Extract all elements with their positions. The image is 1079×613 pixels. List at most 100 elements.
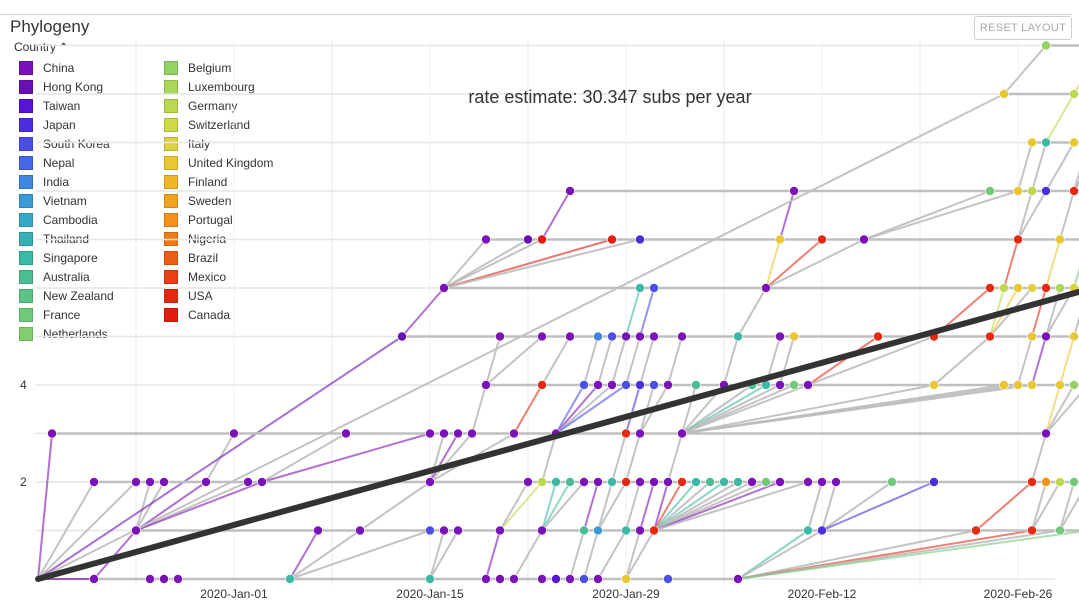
legend-toggle[interactable]: Country ⌃ (14, 40, 68, 54)
tip-point[interactable] (495, 574, 505, 584)
tip-point[interactable] (803, 380, 813, 390)
tip-point[interactable] (649, 477, 659, 487)
tip-point[interactable] (453, 525, 463, 536)
tip-point[interactable] (425, 428, 435, 439)
tip-point[interactable] (481, 380, 491, 390)
tip-point[interactable] (999, 283, 1009, 293)
tip-point[interactable] (1027, 137, 1037, 148)
tip-point[interactable] (145, 477, 155, 487)
tip-point[interactable] (663, 574, 673, 584)
tip-point[interactable] (439, 428, 449, 439)
tip-point[interactable] (733, 574, 743, 584)
tip-point[interactable] (495, 331, 505, 342)
tip-point[interactable] (691, 380, 701, 390)
tip-point[interactable] (1069, 380, 1079, 390)
tip-point[interactable] (635, 331, 645, 342)
tip-point[interactable] (775, 477, 785, 487)
tip-point[interactable] (971, 525, 981, 536)
tip-point[interactable] (621, 428, 631, 439)
tip-point[interactable] (635, 234, 645, 245)
tip-point[interactable] (1069, 331, 1079, 342)
tip-point[interactable] (593, 525, 603, 536)
tip-point[interactable] (859, 234, 869, 245)
tip-point[interactable] (1069, 186, 1079, 196)
tip-point[interactable] (775, 234, 785, 245)
tip-point[interactable] (257, 477, 267, 487)
tip-point[interactable] (159, 477, 169, 487)
tip-point[interactable] (47, 428, 57, 439)
tip-point[interactable] (537, 574, 547, 584)
tip-point[interactable] (579, 477, 589, 487)
tip-point[interactable] (1027, 477, 1037, 487)
tip-point[interactable] (635, 380, 645, 390)
tip-point[interactable] (89, 574, 99, 584)
tip-point[interactable] (131, 477, 141, 487)
tip-point[interactable] (803, 525, 813, 536)
tip-point[interactable] (243, 477, 253, 487)
tip-point[interactable] (817, 234, 827, 245)
tip-point[interactable] (593, 331, 603, 342)
tip-point[interactable] (1069, 137, 1079, 148)
tip-point[interactable] (229, 428, 239, 439)
tip-point[interactable] (817, 525, 827, 536)
tip-point[interactable] (621, 574, 631, 584)
tip-point[interactable] (789, 331, 799, 342)
tip-point[interactable] (1027, 525, 1037, 536)
tip-point[interactable] (621, 380, 631, 390)
tip-point[interactable] (999, 380, 1009, 390)
tip-point[interactable] (761, 477, 771, 487)
tip-point[interactable] (789, 186, 799, 196)
tip-point[interactable] (663, 477, 673, 487)
tip-point[interactable] (1041, 283, 1051, 293)
tip-point[interactable] (705, 477, 715, 487)
tip-point[interactable] (467, 428, 477, 439)
tip-point[interactable] (537, 234, 547, 245)
tip-point[interactable] (635, 428, 645, 439)
tip-point[interactable] (593, 477, 603, 487)
tip-point[interactable] (635, 283, 645, 293)
tip-point[interactable] (733, 477, 743, 487)
tip-point[interactable] (537, 525, 547, 536)
tip-point[interactable] (1041, 186, 1051, 196)
tip-point[interactable] (537, 477, 547, 487)
tip-point[interactable] (173, 574, 183, 584)
tip-point[interactable] (1055, 283, 1065, 293)
tip-point[interactable] (481, 234, 491, 245)
tip-point[interactable] (1013, 380, 1023, 390)
tip-point[interactable] (789, 380, 799, 390)
tip-point[interactable] (537, 331, 547, 342)
tip-point[interactable] (1069, 477, 1079, 487)
tip-point[interactable] (677, 477, 687, 487)
tip-point[interactable] (621, 477, 631, 487)
tip-point[interactable] (649, 380, 659, 390)
tip-point[interactable] (985, 283, 995, 293)
tip-point[interactable] (803, 477, 813, 487)
tip-point[interactable] (159, 574, 169, 584)
tip-point[interactable] (607, 331, 617, 342)
tip-point[interactable] (663, 380, 673, 390)
tip-point[interactable] (985, 331, 995, 342)
tip-point[interactable] (733, 331, 743, 342)
tip-point[interactable] (551, 477, 561, 487)
tip-point[interactable] (1055, 525, 1065, 536)
tip-point[interactable] (439, 525, 449, 536)
tip-point[interactable] (355, 525, 365, 536)
tip-point[interactable] (397, 331, 407, 342)
tip-point[interactable] (761, 283, 771, 293)
tip-point[interactable] (313, 525, 323, 536)
tip-point[interactable] (537, 380, 547, 390)
tip-point[interactable] (131, 525, 141, 536)
tip-point[interactable] (607, 234, 617, 245)
tip-point[interactable] (425, 574, 435, 584)
tip-point[interactable] (145, 574, 155, 584)
tip-point[interactable] (565, 186, 575, 196)
tip-point[interactable] (551, 574, 561, 584)
tip-point[interactable] (999, 89, 1009, 99)
tip-point[interactable] (89, 477, 99, 487)
tip-point[interactable] (775, 331, 785, 342)
tip-point[interactable] (929, 477, 939, 487)
tip-point[interactable] (817, 477, 827, 487)
tip-point[interactable] (677, 331, 687, 342)
tip-point[interactable] (481, 574, 491, 584)
tip-point[interactable] (201, 477, 211, 487)
